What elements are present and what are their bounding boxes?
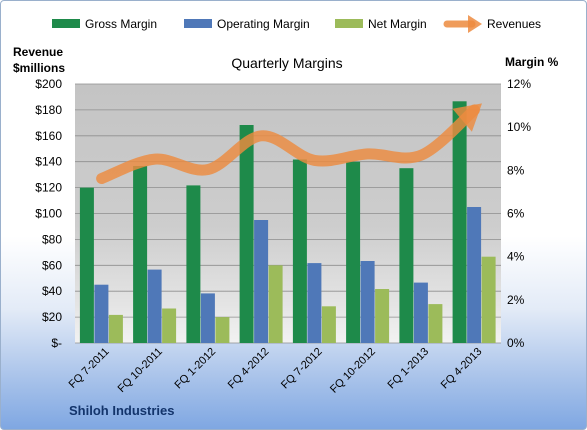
x-tick-label: FQ 1-2013 [386, 346, 432, 392]
left-tick-label: $- [51, 336, 62, 350]
bar-gross-margin [79, 187, 94, 343]
left-tick-label: $100 [35, 207, 62, 221]
right-tick-label: 12% [507, 77, 531, 91]
x-tick-label: FQ 1-2012 [173, 346, 219, 392]
bar-gross-margin [133, 166, 148, 343]
x-tick-label: FQ 4-2012 [226, 346, 272, 392]
left-tick-label: $40 [42, 284, 62, 298]
bar-net-margin [481, 256, 496, 343]
bar-operating-margin [413, 282, 428, 343]
legend-swatch-net-margin [335, 19, 363, 28]
left-tick-label: $60 [42, 258, 62, 272]
legend-label-revenues: Revenues [487, 17, 541, 31]
x-tick-label: FQ 7-2011 [67, 346, 112, 391]
legend-swatch-revenues [443, 15, 482, 33]
revenue-line [96, 103, 482, 185]
bar-gross-margin [292, 159, 307, 343]
bar-net-margin [268, 265, 283, 343]
right-tick-label: 2% [507, 293, 525, 307]
right-tick-label: 4% [507, 250, 525, 264]
legend-label-gross-margin: Gross Margin [85, 17, 157, 31]
bar-net-margin [162, 308, 177, 343]
left-tick-label: $120 [35, 181, 62, 195]
company-name: Shiloh Industries [69, 403, 174, 418]
x-tick-label: FQ 7-2012 [279, 346, 325, 392]
legend-swatch-gross-margin [52, 19, 80, 28]
bar-net-margin [321, 306, 336, 343]
right-axis-ticks: 0% 2% 4% 6% 8% 10% 12% [507, 77, 531, 350]
left-tick-label: $140 [35, 155, 62, 169]
bar-gross-margin [399, 168, 414, 343]
bar-operating-margin [307, 263, 322, 343]
bar-net-margin [428, 304, 443, 343]
legend-swatch-operating-margin [184, 19, 212, 28]
bar-operating-margin [200, 293, 215, 343]
left-tick-label: $160 [35, 129, 62, 143]
bar-gross-margin [346, 161, 361, 343]
x-axis-ticks: FQ 7-2011 FQ 10-2011 FQ 1-2012 FQ 4-2012 FQ … [67, 346, 485, 396]
x-tick-label: FQ 4-2013 [439, 346, 485, 392]
legend: Gross Margin Operating Margin Net Margin… [52, 15, 541, 33]
bar-net-margin [108, 314, 123, 343]
bar-operating-margin [147, 269, 162, 343]
left-tick-label: $20 [42, 310, 62, 324]
x-tick-label: FQ 10-2011 [116, 346, 165, 395]
bar-operating-margin [467, 207, 482, 343]
left-axis-label-line1: Revenue [13, 45, 63, 59]
bar-net-margin [375, 289, 390, 343]
revenue-arrowhead [452, 103, 482, 132]
bar-gross-margin [186, 185, 201, 343]
left-tick-label: $80 [42, 232, 62, 246]
left-tick-label: $200 [35, 77, 62, 91]
right-tick-label: 10% [507, 120, 531, 134]
bar-net-margin [215, 317, 230, 343]
chart-title: Quarterly Margins [231, 55, 342, 71]
left-axis-label-line2: $millions [13, 61, 65, 75]
legend-label-net-margin: Net Margin [368, 17, 427, 31]
left-axis-ticks: $- $20 $40 $60 $80 $100 $120 $140 $160 $180 $200 [35, 77, 62, 350]
bar-gross-margin [452, 101, 467, 343]
bar-gross-margin [239, 125, 254, 343]
right-tick-label: 8% [507, 163, 525, 177]
left-tick-label: $180 [35, 103, 62, 117]
x-tick-label: FQ 10-2012 [328, 346, 378, 396]
bars [79, 101, 496, 343]
bar-operating-margin [254, 220, 269, 343]
right-axis-label: Margin % [505, 55, 559, 69]
bar-operating-margin [360, 261, 375, 343]
right-tick-label: 0% [507, 336, 525, 350]
revenue-line-path [96, 104, 480, 185]
bar-operating-margin [94, 284, 109, 343]
legend-label-operating-margin: Operating Margin [217, 17, 310, 31]
right-tick-label: 6% [507, 207, 525, 221]
